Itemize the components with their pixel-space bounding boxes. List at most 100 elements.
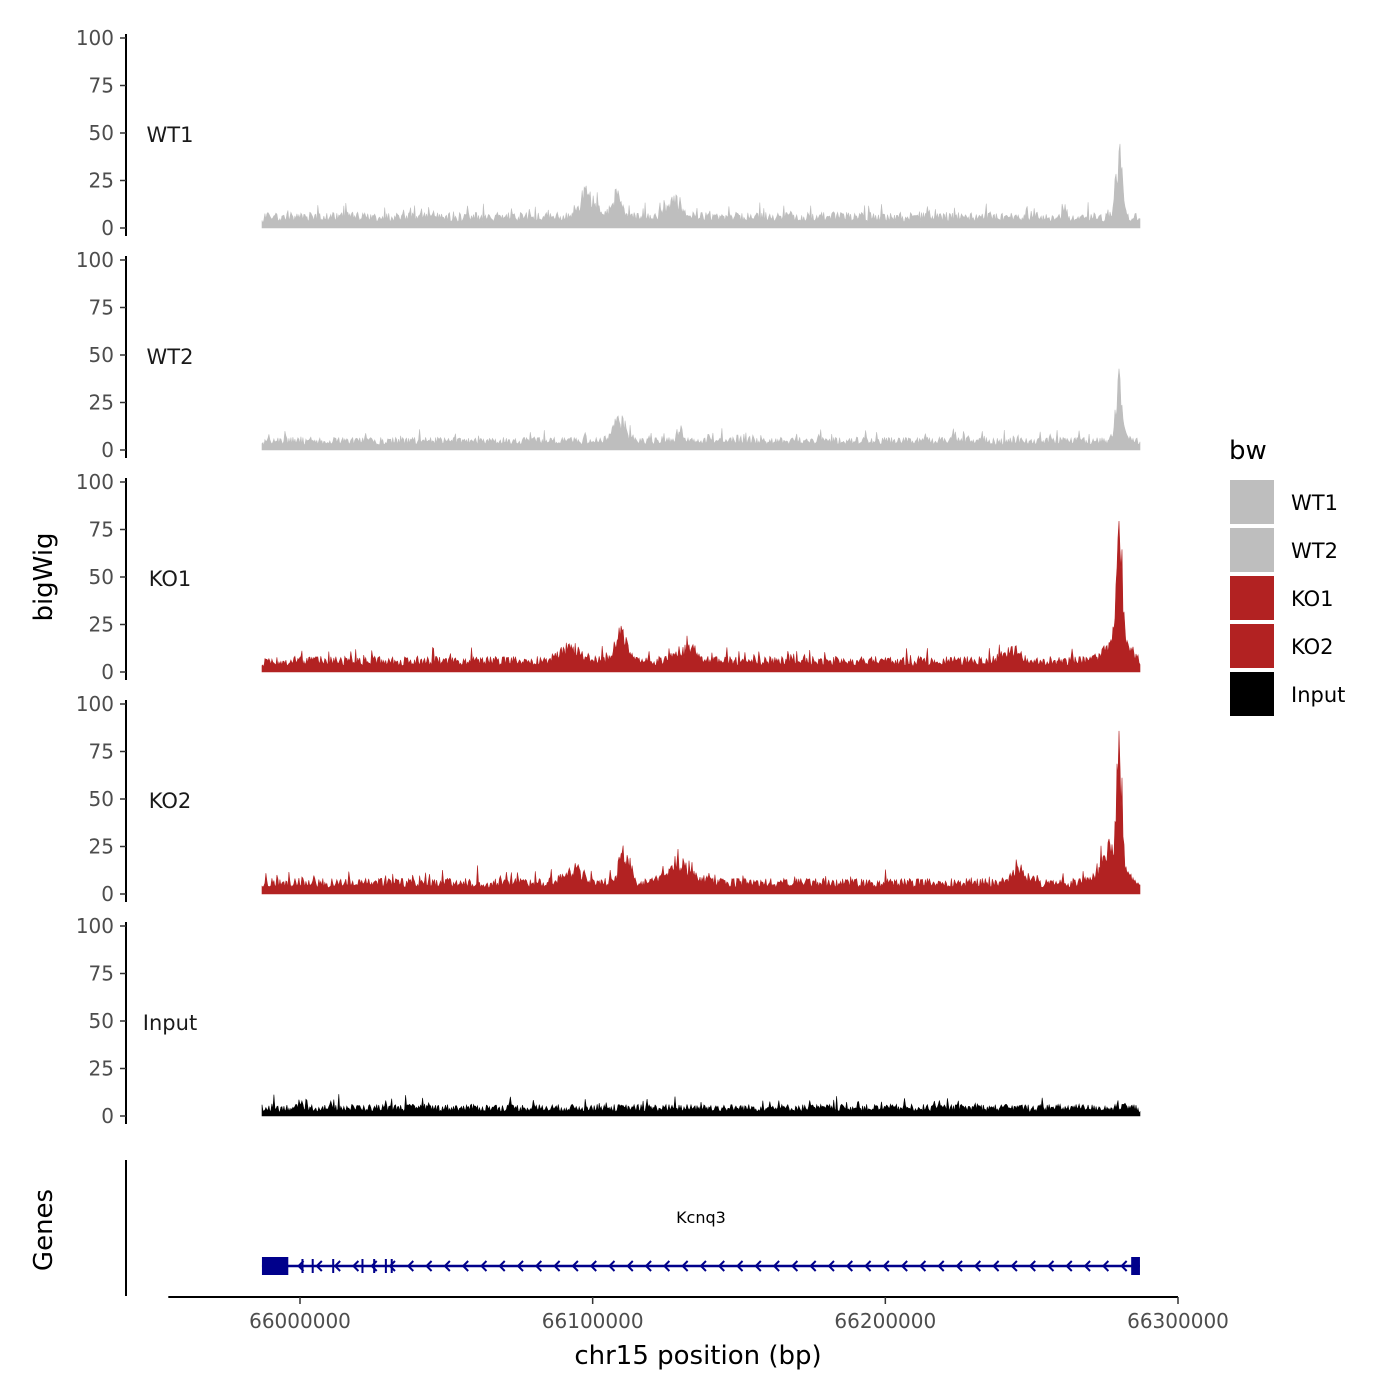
legend-label: Input xyxy=(1291,683,1345,707)
gene-exon xyxy=(332,1259,335,1273)
strand-arrow xyxy=(772,1260,780,1272)
x-tick-label: 66100000 xyxy=(542,1309,644,1333)
legend-swatch xyxy=(1230,624,1274,668)
x-tick-label: 66200000 xyxy=(834,1309,936,1333)
y-tick-label: 0 xyxy=(101,660,114,684)
strand-arrow xyxy=(626,1260,634,1272)
signal-area-KO1 xyxy=(261,520,1141,673)
gene-panel: Kcnq3 xyxy=(125,1160,1140,1296)
strand-arrow xyxy=(608,1260,616,1272)
track-label: KO2 xyxy=(149,789,192,813)
y-tick-label: 100 xyxy=(76,692,114,716)
y-tick-label: 75 xyxy=(89,740,114,764)
legend-item-WT1: WT1 xyxy=(1230,480,1338,524)
legend-item-WT2: WT2 xyxy=(1230,528,1338,572)
legend-swatch xyxy=(1230,576,1274,620)
legend-swatch xyxy=(1230,672,1274,716)
y-tick-label: 25 xyxy=(89,1057,114,1081)
track-WT1: 0 25 50 75 100 WT1 xyxy=(76,26,1141,240)
track-Input: 0 25 50 75 100 Input xyxy=(76,914,1141,1128)
strand-arrow xyxy=(1047,1260,1055,1272)
strand-arrow xyxy=(827,1260,835,1272)
gene-exon xyxy=(373,1259,376,1273)
y-tick-label: 0 xyxy=(101,438,114,462)
strand-arrow xyxy=(955,1260,963,1272)
strand-arrow xyxy=(845,1260,853,1272)
y-tick-label: 0 xyxy=(101,216,114,240)
y-tick-label: 100 xyxy=(76,248,114,272)
y-tick-label: 50 xyxy=(89,1009,114,1033)
strand-arrow xyxy=(973,1260,982,1272)
gene-label: Kcnq3 xyxy=(676,1208,726,1227)
track-WT2: 0 25 50 75 100 WT2 xyxy=(76,248,1141,462)
strand-arrow xyxy=(315,1260,323,1272)
strand-arrow xyxy=(1065,1260,1073,1272)
y-tick-label: 100 xyxy=(76,26,114,50)
strand-arrow xyxy=(571,1260,579,1272)
y-tick-label: 50 xyxy=(89,565,114,589)
y-tick-label: 75 xyxy=(89,74,114,98)
x-tick-label: 66000000 xyxy=(249,1309,351,1333)
y-tick-label: 50 xyxy=(89,121,114,145)
y-tick-label: 75 xyxy=(89,518,114,542)
strand-arrow xyxy=(406,1260,414,1272)
track-label: WT1 xyxy=(147,123,194,147)
gene-exon xyxy=(390,1259,393,1273)
strand-arrow xyxy=(662,1260,671,1272)
gene-exon xyxy=(384,1259,387,1273)
strand-arrow xyxy=(699,1260,707,1272)
legend-item-KO2: KO2 xyxy=(1230,624,1334,668)
x-axis: 66000000 66100000 66200000 66300000 xyxy=(168,1296,1229,1333)
track-KO1: 0 25 50 75 100 KO1 xyxy=(76,470,1141,684)
strand-arrow xyxy=(644,1260,652,1272)
gene-exon xyxy=(361,1259,364,1273)
legend-title: bw xyxy=(1229,436,1267,466)
strand-arrow xyxy=(736,1260,744,1272)
strand-arrow xyxy=(790,1260,799,1272)
y-tick-label: 50 xyxy=(89,787,114,811)
strand-arrow xyxy=(1010,1260,1018,1272)
y-tick-label: 25 xyxy=(89,613,114,637)
strand-arrow xyxy=(461,1260,469,1272)
strand-arrow xyxy=(1083,1260,1091,1272)
strand-arrow xyxy=(443,1260,451,1272)
strand-arrow xyxy=(534,1260,543,1272)
strand-arrow xyxy=(553,1260,561,1272)
strand-arrow xyxy=(681,1260,689,1272)
gene-exon xyxy=(311,1259,314,1273)
y-tick-label: 25 xyxy=(89,835,114,859)
strand-arrow xyxy=(919,1260,927,1272)
strand-arrow xyxy=(589,1260,597,1272)
gene-exon xyxy=(301,1259,304,1273)
track-label: WT2 xyxy=(147,345,194,369)
signal-area-KO2 xyxy=(261,730,1141,895)
signal-area-Input xyxy=(261,1094,1141,1117)
legend-label: KO1 xyxy=(1291,587,1334,611)
strand-arrow xyxy=(992,1260,1000,1272)
track-label: KO1 xyxy=(149,567,192,591)
gene-exon xyxy=(1131,1257,1140,1275)
y-tick-label: 100 xyxy=(76,914,114,938)
track-KO2: 0 25 50 75 100 KO2 xyxy=(76,692,1141,906)
legend-label: KO2 xyxy=(1291,635,1334,659)
y-tick-label: 75 xyxy=(89,296,114,320)
strand-arrow xyxy=(388,1260,396,1272)
y-tick-label: 25 xyxy=(89,391,114,415)
strand-arrow xyxy=(425,1260,433,1272)
legend-swatch xyxy=(1230,528,1274,572)
legend: bw WT1 WT2 KO1 KO2 Input xyxy=(1229,436,1345,716)
strand-arrow xyxy=(498,1260,506,1272)
tracks-group: 0 25 50 75 100 WT1 0 25 50 75 100 WT2 0 25 50 75 100 KO10… xyxy=(76,26,1141,1128)
strand-arrow xyxy=(809,1260,817,1272)
legend-item-KO1: KO1 xyxy=(1230,576,1334,620)
signal-area-WT1 xyxy=(261,143,1141,229)
strand-arrow xyxy=(882,1260,890,1272)
y-tick-label: 100 xyxy=(76,470,114,494)
strand-arrow xyxy=(1101,1260,1110,1272)
strand-arrow xyxy=(937,1260,945,1272)
signal-area-WT2 xyxy=(261,368,1141,451)
x-axis-title: chr15 position (bp) xyxy=(574,1341,821,1371)
track-label: Input xyxy=(143,1011,197,1035)
legend-swatch xyxy=(1230,480,1274,524)
